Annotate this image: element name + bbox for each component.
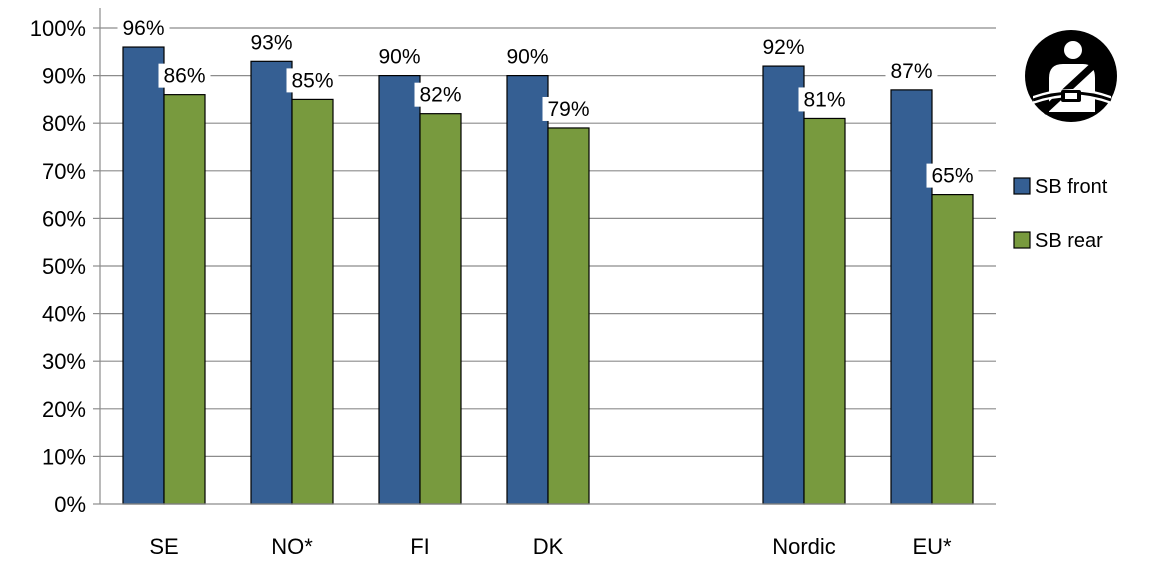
bar-sb-rear: [932, 195, 973, 504]
bar-sb-rear: [804, 118, 845, 504]
y-tick-label: 40%: [42, 302, 86, 327]
legend-swatch-sb-front: [1014, 178, 1030, 194]
data-label-sb-front: 90%: [378, 46, 420, 69]
legend-swatch-sb-rear: [1014, 232, 1030, 248]
bar-sb-rear: [164, 95, 205, 504]
x-tick-label: Nordic: [772, 534, 836, 559]
y-tick-label: 70%: [42, 159, 86, 184]
bar-sb-rear: [420, 114, 461, 504]
data-label-sb-front: 92%: [762, 36, 804, 59]
bar-sb-front: [251, 61, 292, 504]
y-axis-tick-labels: 0% 10% 20% 30% 40% 50% 60% 70% 80% 90% 100%: [30, 16, 86, 517]
data-label-sb-rear: 81%: [803, 88, 845, 111]
y-tick-label: 10%: [42, 444, 86, 469]
y-tick-label: 20%: [42, 397, 86, 422]
bar-sb-front: [379, 76, 420, 504]
bar-sb-rear: [292, 99, 333, 504]
y-tick-label: 80%: [42, 111, 86, 136]
data-label-sb-rear: 79%: [547, 98, 589, 121]
data-label-sb-front: 90%: [506, 46, 548, 69]
y-tick-label: 100%: [30, 16, 86, 41]
x-tick-label: EU*: [912, 534, 952, 559]
data-label-sb-rear: 65%: [931, 165, 973, 188]
y-tick-label: 30%: [42, 349, 86, 374]
legend: SB front SB rear: [1014, 176, 1108, 252]
data-label-sb-front: 93%: [250, 31, 292, 54]
data-label-sb-front: 96%: [122, 17, 164, 40]
data-label-sb-rear: 82%: [419, 84, 461, 107]
legend-label-sb-front: SB front: [1035, 176, 1108, 198]
bar-sb-front: [123, 47, 164, 504]
y-tick-label: 0%: [54, 492, 86, 517]
y-tick-label: 90%: [42, 64, 86, 89]
x-tick-label: NO*: [271, 534, 313, 559]
bar-sb-front: [507, 76, 548, 504]
data-label-sb-front: 87%: [890, 60, 932, 83]
data-label-sb-rear: 86%: [163, 65, 205, 88]
bar-sb-rear: [548, 128, 589, 504]
y-tick-label: 60%: [42, 206, 86, 231]
seatbelt-icon: [1025, 30, 1117, 122]
x-tick-label: SE: [149, 534, 178, 559]
x-tick-label: FI: [410, 534, 430, 559]
bar-sb-front: [891, 90, 932, 504]
x-axis-tick-labels: SE NO* FI DK Nordic EU*: [149, 534, 952, 559]
legend-label-sb-rear: SB rear: [1035, 230, 1103, 252]
y-tick-label: 50%: [42, 254, 86, 279]
bar-sb-front: [763, 66, 804, 504]
x-tick-label: DK: [533, 534, 564, 559]
data-label-sb-rear: 85%: [291, 69, 333, 92]
